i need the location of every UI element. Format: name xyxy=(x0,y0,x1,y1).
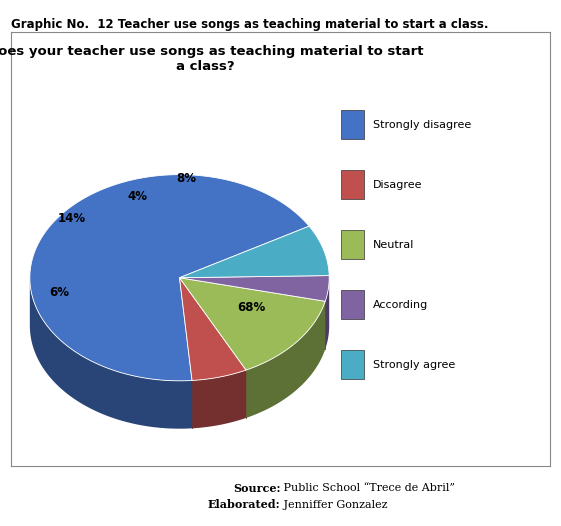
Polygon shape xyxy=(180,278,246,380)
Bar xyxy=(341,230,364,259)
Text: Disagree: Disagree xyxy=(373,179,422,190)
Polygon shape xyxy=(180,226,329,278)
Polygon shape xyxy=(180,278,325,370)
Bar xyxy=(341,290,364,319)
Text: According: According xyxy=(373,299,428,310)
Polygon shape xyxy=(30,278,192,429)
Polygon shape xyxy=(246,301,325,418)
Text: 4%: 4% xyxy=(127,190,147,203)
Text: Graphic No.  12 Teacher use songs as teaching material to start a class.: Graphic No. 12 Teacher use songs as teac… xyxy=(11,18,489,32)
Bar xyxy=(341,110,364,139)
Polygon shape xyxy=(30,175,309,381)
Bar xyxy=(341,350,364,379)
Text: Strongly disagree: Strongly disagree xyxy=(373,119,471,130)
Polygon shape xyxy=(325,278,329,349)
Polygon shape xyxy=(192,370,246,428)
Text: Does your teacher use songs as teaching material to start
a class?: Does your teacher use songs as teaching … xyxy=(0,45,424,73)
Text: 8%: 8% xyxy=(176,172,196,185)
Text: 6%: 6% xyxy=(49,286,69,299)
Text: 14%: 14% xyxy=(58,213,86,225)
Text: Source:: Source: xyxy=(233,483,280,493)
Text: 68%: 68% xyxy=(237,301,265,313)
Text: Strongly agree: Strongly agree xyxy=(373,359,455,370)
Text: Neutral: Neutral xyxy=(373,239,414,250)
Bar xyxy=(341,170,364,199)
Text: Elaborated:: Elaborated: xyxy=(208,500,280,510)
Text: Public School “Trece de Abril”: Public School “Trece de Abril” xyxy=(280,483,456,493)
Text: Jenniffer Gonzalez: Jenniffer Gonzalez xyxy=(280,500,388,510)
Polygon shape xyxy=(180,276,329,301)
